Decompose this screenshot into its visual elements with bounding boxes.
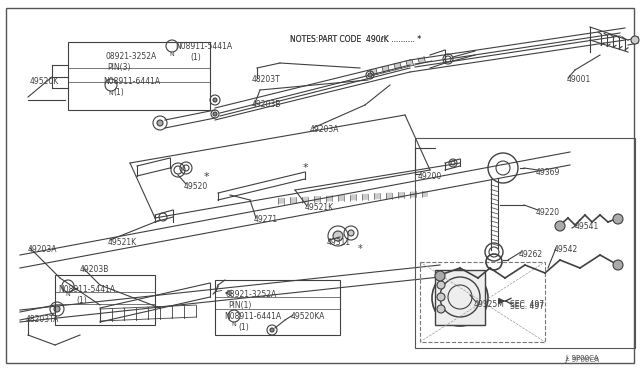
Bar: [435, 270, 485, 325]
Polygon shape: [350, 194, 356, 201]
Text: 49520: 49520: [184, 182, 208, 191]
Polygon shape: [422, 191, 428, 197]
Circle shape: [613, 260, 623, 270]
Text: 49203B: 49203B: [80, 265, 109, 274]
Text: J- 9P00CA: J- 9P00CA: [565, 355, 598, 361]
Text: PIN(3): PIN(3): [107, 63, 131, 72]
Text: 49520K: 49520K: [30, 77, 60, 86]
Text: 49541: 49541: [575, 222, 599, 231]
Polygon shape: [382, 65, 390, 73]
Circle shape: [348, 230, 354, 236]
Polygon shape: [370, 68, 378, 76]
Circle shape: [157, 120, 163, 126]
Text: N08911-5441A: N08911-5441A: [58, 285, 115, 294]
Circle shape: [437, 281, 445, 289]
Bar: [215, 280, 340, 335]
Text: 49311: 49311: [327, 238, 351, 247]
Text: N08911-5441A: N08911-5441A: [175, 42, 232, 51]
Polygon shape: [326, 195, 332, 202]
Text: 49203A: 49203A: [310, 125, 339, 134]
Polygon shape: [398, 192, 404, 198]
Polygon shape: [386, 193, 392, 199]
Text: *: *: [204, 172, 210, 182]
Text: SEC. 497: SEC. 497: [510, 302, 544, 311]
Text: N: N: [65, 292, 70, 297]
Polygon shape: [314, 196, 320, 202]
Polygon shape: [290, 197, 296, 203]
Circle shape: [435, 271, 445, 281]
Text: 49369: 49369: [536, 168, 561, 177]
Circle shape: [54, 306, 60, 312]
Text: N08911-6441A: N08911-6441A: [103, 77, 160, 86]
Polygon shape: [406, 60, 413, 67]
Text: N: N: [231, 322, 236, 327]
Text: 48203T: 48203T: [252, 75, 281, 84]
Text: N: N: [169, 52, 173, 57]
Text: (1): (1): [238, 323, 249, 332]
Polygon shape: [394, 62, 401, 70]
Circle shape: [270, 328, 274, 332]
Text: N: N: [108, 91, 113, 96]
Text: NOTES:PART CODE  490ℓK .......... *: NOTES:PART CODE 490ℓK .......... *: [290, 35, 421, 44]
Circle shape: [437, 293, 445, 301]
Bar: [420, 262, 545, 342]
Text: 49203B: 49203B: [252, 100, 282, 109]
Circle shape: [437, 305, 445, 313]
Circle shape: [333, 231, 343, 241]
Text: *: *: [358, 244, 363, 254]
Text: 49203A: 49203A: [28, 245, 58, 254]
Text: SEC. 497: SEC. 497: [510, 300, 544, 309]
Text: PIN(1): PIN(1): [228, 301, 252, 310]
Bar: [68, 42, 210, 110]
Circle shape: [631, 36, 639, 44]
Text: J- 9P00CA: J- 9P00CA: [565, 357, 599, 363]
Polygon shape: [338, 195, 344, 201]
Polygon shape: [374, 193, 380, 199]
Text: 08921-3252A: 08921-3252A: [225, 290, 276, 299]
Circle shape: [368, 73, 372, 77]
Text: 49271: 49271: [254, 215, 278, 224]
Text: N08911-6441A: N08911-6441A: [224, 312, 281, 321]
Bar: [55, 275, 155, 325]
Text: 08921-3252A: 08921-3252A: [105, 52, 156, 61]
Text: 49520KA: 49520KA: [291, 312, 325, 321]
Text: 49001: 49001: [567, 75, 591, 84]
Circle shape: [213, 98, 217, 102]
Text: NOTES:PART CODE  490ℓK .......... *: NOTES:PART CODE 490ℓK .......... *: [290, 35, 421, 44]
Text: 49200: 49200: [418, 172, 442, 181]
Text: 49521K: 49521K: [108, 238, 137, 247]
Text: 49521K: 49521K: [305, 203, 334, 212]
Polygon shape: [362, 194, 368, 200]
Circle shape: [452, 290, 468, 306]
Circle shape: [613, 214, 623, 224]
Polygon shape: [418, 57, 426, 64]
Text: (1): (1): [190, 53, 201, 62]
Circle shape: [213, 112, 217, 116]
Polygon shape: [278, 198, 284, 204]
Text: 49542: 49542: [554, 245, 579, 254]
Text: 48203TA: 48203TA: [26, 315, 60, 324]
Text: *: *: [303, 163, 308, 173]
Text: 49325M: 49325M: [474, 300, 505, 309]
Bar: [415, 138, 635, 348]
Polygon shape: [410, 191, 416, 198]
Text: (1): (1): [113, 88, 124, 97]
Circle shape: [555, 221, 565, 231]
Text: 49220: 49220: [536, 208, 560, 217]
Text: (1): (1): [76, 296, 87, 305]
Text: 49262: 49262: [519, 250, 543, 259]
Polygon shape: [302, 196, 308, 203]
